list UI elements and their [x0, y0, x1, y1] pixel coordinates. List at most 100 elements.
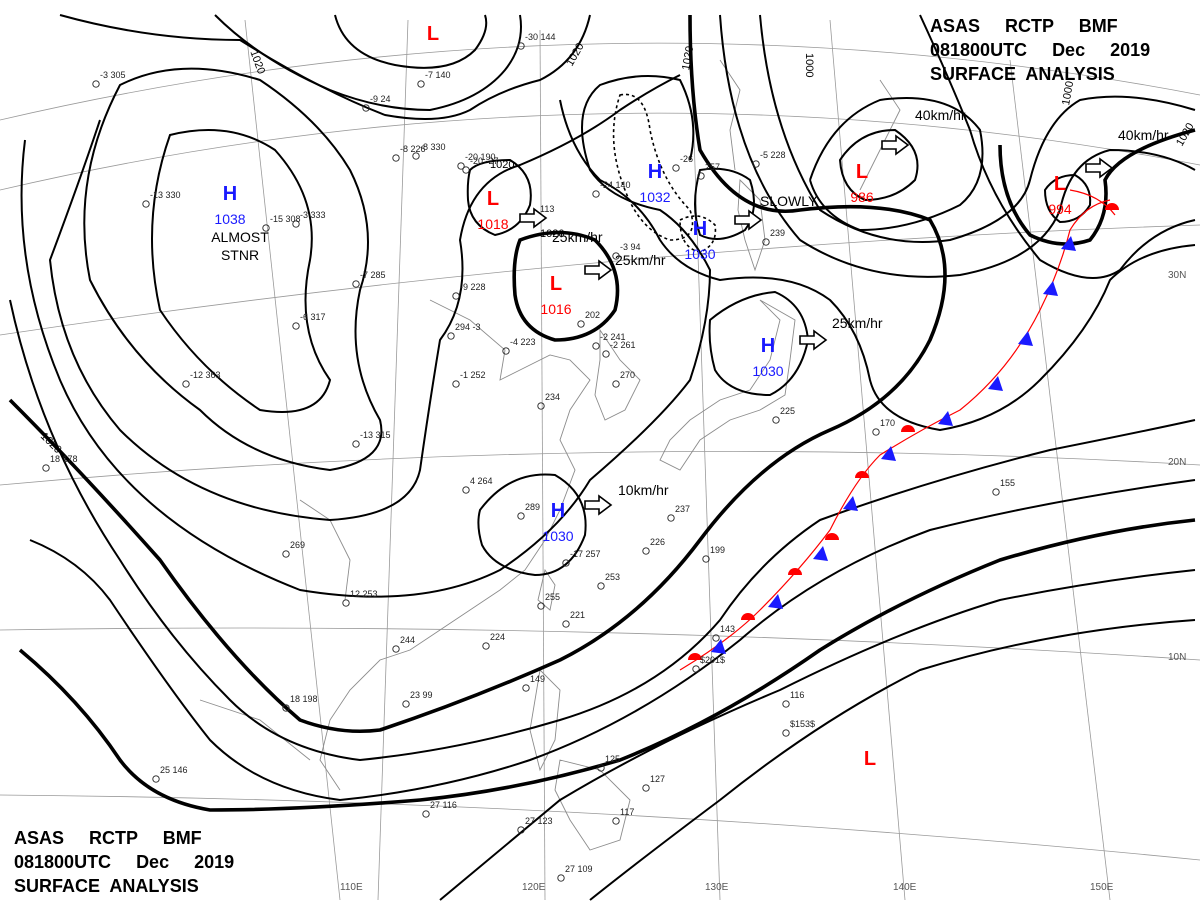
station-plot: 237 [667, 504, 690, 522]
center-symbol: H [693, 218, 707, 240]
cold-front-pip [938, 411, 953, 426]
isobar-label: 1020 [564, 41, 587, 68]
station-value: -8 330 [420, 142, 446, 152]
station-plot: -15 308 [262, 214, 301, 232]
station-plot: 23 99 [402, 690, 433, 708]
high-center: H 1030 [542, 500, 573, 544]
station-value: -9 228 [460, 282, 486, 292]
station-value: -3 333 [300, 210, 326, 220]
station-circle [772, 416, 780, 424]
station-value: 239 [770, 228, 785, 238]
station-value: 125 [605, 754, 620, 764]
cold-front-pip [988, 376, 1003, 391]
station-circle [92, 80, 100, 88]
arrow-shape [881, 134, 910, 156]
station-plot: 199 [702, 545, 725, 563]
isobar-label: 1020 [490, 159, 514, 171]
station-circle [517, 512, 525, 520]
station-circle [522, 684, 530, 692]
station-plot: 155 [992, 478, 1015, 496]
station-plot: -12 363 [182, 370, 221, 388]
station-value: 117 [620, 807, 634, 817]
station-value: 294 -3 [455, 322, 481, 332]
lon-label-140e: 140E [893, 882, 917, 893]
station-value: -3 305 [100, 70, 126, 80]
station-value: 113 [540, 204, 554, 214]
arrow-shape [519, 207, 548, 229]
station-circle [597, 764, 605, 772]
station-plot: 224 [482, 632, 505, 650]
station-value: 225 [780, 406, 795, 416]
station-plot: -8 226 [392, 144, 426, 162]
header-line-1: ASAS RCTP BMF [14, 828, 202, 848]
station-plot: 25 146 [152, 765, 188, 783]
station-plot: -20 -27 [462, 156, 499, 174]
station-circle [612, 380, 620, 388]
station-value: 149 [530, 674, 545, 684]
cold-front-pip [813, 546, 828, 561]
station-value: 27 109 [565, 864, 593, 874]
arrow-shape [1085, 157, 1114, 179]
station-circle [452, 292, 460, 300]
motion-label: SLOWLY [760, 193, 818, 209]
lon-label-150e: 150E [1090, 882, 1114, 893]
pressure-centers: H 1038 ALMOST STNR H 1032 H 1030 H 1030 H 1030 L 1018… [211, 23, 1072, 770]
motion-arrow: 40km/hr [881, 107, 966, 156]
low-center: L 1018 [477, 188, 508, 232]
station-plot: 149 [522, 674, 545, 692]
center-symbol: H [648, 161, 662, 183]
lon-label-120e: 120E [522, 882, 546, 893]
lon-label-130e: 130E [705, 882, 729, 893]
header-top: ASAS RCTP BMF 081800UTC Dec 2019 SURFACE… [930, 14, 1150, 86]
warm-front-pip [688, 653, 702, 660]
station-plot: 253 [597, 572, 620, 590]
station-plot: 125 [597, 754, 620, 772]
center-symbol: L [864, 748, 876, 770]
station-circle [562, 620, 570, 628]
center-symbol: L [487, 188, 499, 210]
station-circle [482, 642, 490, 650]
isobar-labels: 1020 1020 1020 1020 1000 1000 1020 1020 … [38, 41, 1197, 456]
station-circle [612, 817, 620, 825]
station-value: -9 24 [370, 94, 391, 104]
station-circle [152, 775, 160, 783]
station-value: 226 [650, 537, 665, 547]
motion-arrow: SLOWLY [734, 193, 818, 231]
lat-label-10n: 10N [1168, 652, 1186, 663]
station-value: 202 [585, 310, 600, 320]
center-pressure: 994 [1048, 201, 1072, 217]
station-value: -24 140 [600, 180, 631, 190]
header-line-2: 081800UTC Dec 2019 [14, 852, 235, 872]
header-line-3: SURFACE ANALYSIS [14, 876, 199, 896]
cold-front-pip [843, 496, 858, 511]
station-circle [752, 160, 760, 168]
station-circle [557, 874, 565, 882]
station-plot: 257 [697, 162, 720, 180]
low-center: L [864, 748, 876, 770]
station-circle [592, 342, 600, 350]
motion-arrow: 25km/hr [519, 207, 603, 245]
station-circle [517, 826, 525, 834]
station-circle [642, 547, 650, 555]
station-plot: $153$ [782, 719, 815, 737]
station-value: 234 [545, 392, 560, 402]
station-plot: -5 228 [752, 150, 786, 168]
station-value: -1 252 [460, 370, 486, 380]
motion-label: 40km/hr [915, 107, 966, 123]
station-plot: -3 305 [92, 70, 126, 88]
front-line [679, 199, 1111, 671]
station-circle [672, 164, 680, 172]
station-value: 27 116 [430, 800, 457, 810]
motion-label: 25km/hr [832, 315, 883, 331]
station-plot: 18 178 [42, 454, 78, 472]
motion-label: 25km/hr [552, 229, 603, 245]
isobars [8, 14, 1196, 901]
low-center: L [427, 23, 439, 45]
header-line-3: SURFACE ANALYSIS [930, 64, 1115, 84]
station-circle [42, 464, 50, 472]
station-circle [502, 347, 510, 355]
station-circle [517, 42, 525, 50]
station-value: 116 [790, 690, 804, 700]
station-circle [392, 154, 400, 162]
station-plot: 221 [562, 610, 585, 628]
